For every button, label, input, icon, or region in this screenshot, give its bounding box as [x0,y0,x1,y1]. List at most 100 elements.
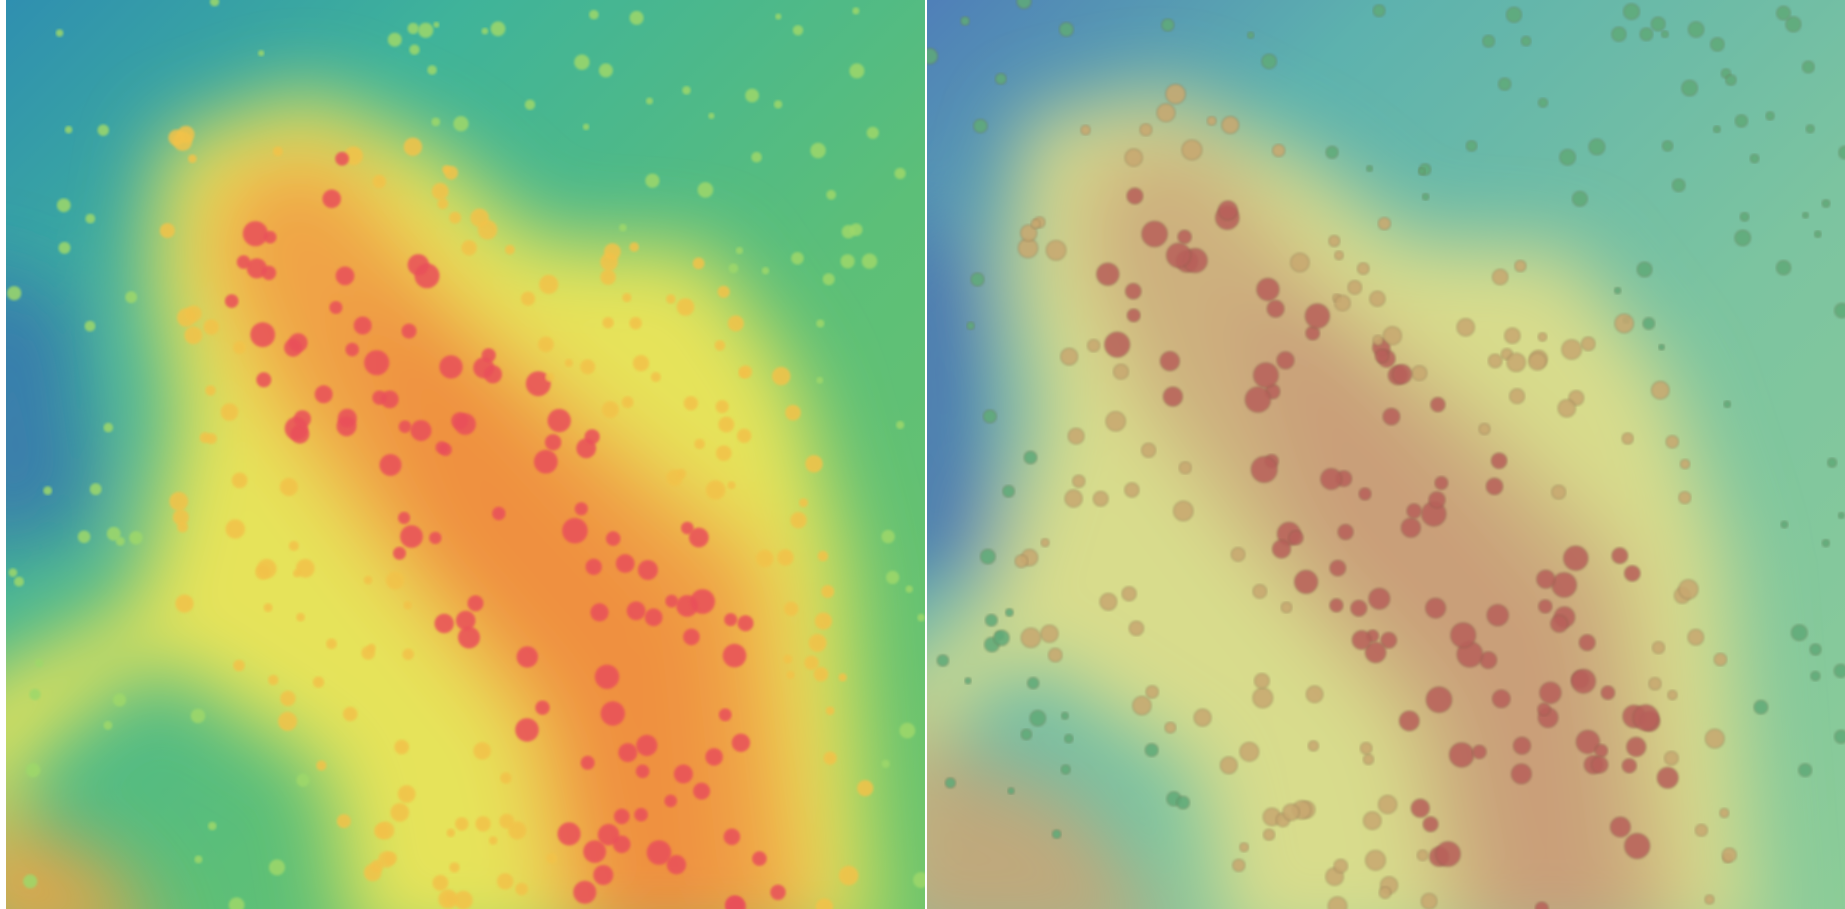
tree-canopy [1511,764,1531,784]
tree-canopy [1595,744,1608,757]
tree-canopy [674,765,693,784]
tree-canopy [315,385,333,403]
tree-canopy [1165,722,1176,733]
tree-canopy [1363,754,1373,764]
tree-canopy [613,836,631,854]
tree-canopy [756,550,773,567]
tree-canopy [1065,734,1074,743]
tree-canopy [895,168,906,179]
tree-canopy [823,273,835,285]
tree-canopy [1537,570,1555,588]
tree-canopy [1253,585,1267,599]
tree-canopy [1466,141,1477,152]
tree-canopy [706,480,726,500]
tree-canopy [432,875,448,891]
tree-canopy [1724,401,1731,408]
tree-canopy [9,568,18,577]
tree-canopy [1835,730,1845,743]
tree-canopy [693,258,705,270]
tree-canopy [1407,504,1421,518]
tree-canopy [614,809,630,825]
tree-canopy [774,100,782,108]
tree-canopy [1291,253,1309,271]
tree-canopy [1028,677,1039,688]
tree-canopy [1529,353,1546,370]
tree-canopy [1612,548,1628,564]
tree-canopy [961,17,970,26]
right-map [867,0,1845,909]
tree-canopy [1383,408,1400,425]
tree-canopy [273,147,283,157]
tree-canopy [444,166,458,180]
tree-canopy [583,840,606,863]
tree-canopy [1166,84,1186,104]
tree-canopy [841,254,855,268]
tree-canopy [484,365,502,383]
tree-canopy [886,571,899,584]
tree-canopy [386,571,404,589]
tree-canopy [293,569,301,577]
tree-canopy [1652,381,1670,399]
tree-canopy [906,585,913,592]
tree-canopy [1838,512,1844,518]
tree-canopy [1105,332,1130,357]
tree-canopy [402,324,417,339]
tree-canopy [160,223,175,238]
tree-canopy [232,473,248,489]
tree-canopy [1220,757,1237,774]
tree-canopy [337,814,351,828]
tree-canopy [409,45,419,55]
tree-canopy [1127,309,1140,322]
tree-canopy [1003,485,1015,497]
tree-canopy [716,400,729,413]
tree-canopy [237,255,251,269]
tree-canopy [547,853,558,864]
tree-canopy [56,29,64,37]
tree-canopy [418,23,433,38]
tree-canopy [1735,230,1751,246]
tree-canopy [85,321,96,332]
tree-canopy [473,742,491,760]
tree-canopy [296,613,305,622]
tree-canopy [838,673,846,681]
tree-canopy [638,560,658,580]
tree-canopy [1640,28,1653,41]
tree-canopy [1505,328,1520,343]
tree-canopy [690,589,715,614]
tree-canopy [258,50,264,56]
tree-canopy [581,756,595,770]
tree-canopy [390,803,409,822]
tree-canopy [815,613,832,630]
tree-canopy [1399,711,1419,731]
tree-canopy [482,28,489,35]
tree-canopy [1499,78,1511,90]
tree-canopy [1166,243,1190,267]
tree-canopy [436,441,449,454]
tree-canopy [491,21,506,36]
tree-canopy [1726,75,1737,86]
tree-canopy [1679,492,1691,504]
tree-canopy [1289,531,1303,545]
tree-canopy [602,317,613,328]
tree-canopy [1005,609,1013,617]
tree-canopy [1766,112,1774,120]
tree-canopy [1125,483,1139,497]
tree-canopy [1352,631,1371,650]
tree-canopy [708,113,714,119]
tree-canopy [470,209,489,228]
tree-canopy [606,531,621,546]
page: (() => { const data = JSON.parse(documen… [0,0,1845,909]
tree-canopy [1308,741,1318,751]
tree-canopy [784,602,798,616]
tree-canopy [411,420,432,441]
tree-canopy [618,743,637,762]
tree-canopy [1418,168,1425,175]
tree-canopy [601,701,625,725]
tree-canopy [1061,348,1078,365]
tree-canopy [583,124,589,130]
tree-canopy [752,851,767,866]
tree-canopy [378,851,394,867]
tree-canopy [1245,387,1270,412]
tree-canopy [329,301,342,314]
tree-canopy [574,55,589,70]
